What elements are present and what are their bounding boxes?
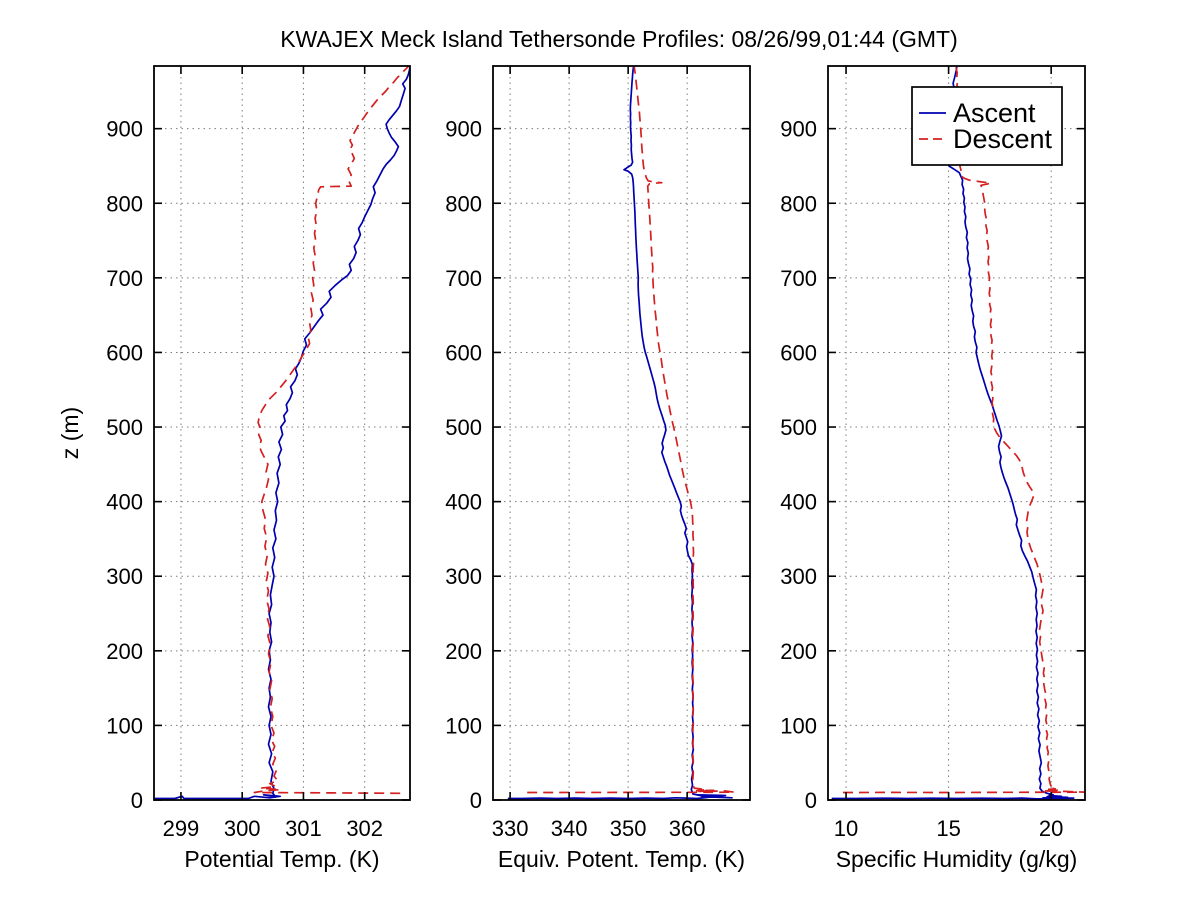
x-tick-label: 299 xyxy=(163,816,200,841)
y-tick-label: 600 xyxy=(780,340,817,365)
x-tick-label: 20 xyxy=(1039,816,1063,841)
y-tick-label: 200 xyxy=(780,639,817,664)
y-tick-label: 500 xyxy=(106,415,143,440)
x-tick-label: 301 xyxy=(285,816,322,841)
ascent-profile-line xyxy=(154,66,410,800)
y-tick-label: 100 xyxy=(106,713,143,738)
y-tick-label: 900 xyxy=(445,117,482,142)
y-tick-label: 900 xyxy=(780,117,817,142)
subplot-1: 299 300 301 302 0 100 200 300 400 500 600 700 800 900… xyxy=(57,65,411,872)
x-tick-label: 300 xyxy=(224,816,261,841)
y-tick-label: 700 xyxy=(445,266,482,291)
x-axis-label: Equiv. Potent. Temp. (K) xyxy=(498,846,745,872)
ascent-profile-line xyxy=(831,66,1075,800)
y-tick-label: 0 xyxy=(470,788,482,813)
descent-profile-line xyxy=(842,66,1085,794)
y-tick-label: 400 xyxy=(780,490,817,515)
y-axis-label: z (m) xyxy=(57,407,83,459)
y-tick-label: 800 xyxy=(780,191,817,216)
descent-profile-line xyxy=(527,66,736,794)
descent-profile-line xyxy=(253,66,409,795)
y-tick-label: 500 xyxy=(445,415,482,440)
y-tick-label: 0 xyxy=(805,788,817,813)
y-tick-label: 800 xyxy=(445,191,482,216)
y-tick-label: 200 xyxy=(445,639,482,664)
x-tick-label: 15 xyxy=(936,816,960,841)
y-tick-label: 700 xyxy=(106,266,143,291)
y-tick-label: 600 xyxy=(445,340,482,365)
x-tick-label: 10 xyxy=(834,816,858,841)
y-tick-label: 500 xyxy=(780,415,817,440)
axes-box xyxy=(492,65,751,801)
y-tick-label: 100 xyxy=(445,713,482,738)
y-tick-label: 900 xyxy=(106,117,143,142)
legend-descent-label: Descent xyxy=(953,124,1053,154)
y-tick-label: 300 xyxy=(445,564,482,589)
x-axis-label: Specific Humidity (g/kg) xyxy=(836,846,1078,872)
x-tick-label: 330 xyxy=(492,816,529,841)
y-tick-label: 200 xyxy=(106,639,143,664)
x-axis-label: Potential Temp. (K) xyxy=(184,846,379,872)
x-tick-label: 360 xyxy=(669,816,706,841)
x-tick-label: 350 xyxy=(610,816,647,841)
legend-box xyxy=(911,86,1063,166)
ascent-profile-line xyxy=(507,66,733,800)
subplot-2: 330 340 350 360 0 100 200 300 400 500 600 700 800 900… xyxy=(445,65,751,872)
y-tick-label: 100 xyxy=(780,713,817,738)
y-tick-label: 600 xyxy=(106,340,143,365)
y-tick-label: 800 xyxy=(106,191,143,216)
y-tick-label: 300 xyxy=(780,564,817,589)
x-tick-label: 340 xyxy=(551,816,588,841)
subplots: 299 300 301 3020100200300400500600700800900… xyxy=(57,65,1086,872)
y-tick-label: 300 xyxy=(106,564,143,589)
subplot-3: 10 15 200100200300400500600700800900Specif… xyxy=(780,65,1086,872)
y-tick-label: 0 xyxy=(131,788,143,813)
axes-box xyxy=(153,65,411,801)
y-tick-label: 400 xyxy=(106,490,143,515)
figure-title: KWAJEX Meck Island Tethersonde Profiles:… xyxy=(280,26,958,52)
axes-box xyxy=(827,65,1086,801)
y-tick-label: 700 xyxy=(780,266,817,291)
legend-ascent-label: Ascent xyxy=(953,98,1036,128)
x-tick-label: 302 xyxy=(346,816,383,841)
y-tick-label: 400 xyxy=(445,490,482,515)
